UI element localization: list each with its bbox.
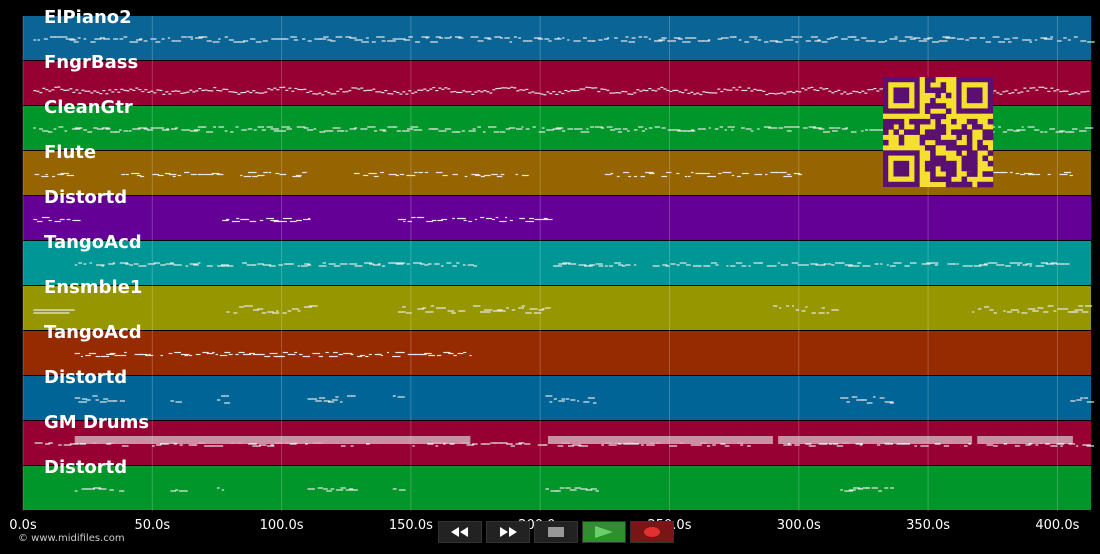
track-name: Distortd — [44, 367, 127, 388]
track-name: Distortd — [44, 457, 127, 478]
stop-button[interactable] — [534, 521, 578, 543]
track-name: FngrBass — [44, 52, 138, 73]
qr-code-icon — [883, 77, 994, 188]
record-button[interactable] — [630, 521, 674, 543]
note-layer — [33, 36, 1095, 492]
track-notes — [33, 216, 553, 223]
track-lane — [23, 286, 1091, 330]
play-icon — [595, 526, 613, 538]
record-icon — [644, 527, 660, 537]
track-notes — [74, 395, 1095, 404]
tick-label: 150.0s — [389, 518, 433, 533]
track-name: Distortd — [44, 187, 127, 208]
rewind-button[interactable] — [438, 521, 482, 543]
tick-label: 400.0s — [1035, 518, 1079, 533]
track-notes — [34, 436, 1095, 447]
tick-label: 50.0s — [134, 518, 170, 533]
transport-controls — [438, 521, 674, 543]
track-notes — [33, 36, 1095, 43]
tick-label: 300.0s — [777, 518, 821, 533]
track-notes — [74, 262, 1070, 267]
track-name: ElPiano2 — [44, 7, 132, 28]
track-name: Flute — [44, 142, 96, 163]
track-notes — [33, 126, 1094, 133]
rewind-icon — [451, 527, 468, 537]
copyright-text: © www.midifiles.com — [18, 533, 125, 544]
tick-label: 350.0s — [906, 518, 950, 533]
track-notes — [33, 305, 1093, 314]
track-lane — [23, 331, 1091, 375]
track-name: TangoAcd — [44, 232, 142, 253]
track-lane — [23, 196, 1091, 240]
track-name: GM Drums — [44, 412, 149, 433]
track-name: TangoAcd — [44, 322, 142, 343]
play-button[interactable] — [582, 521, 626, 543]
fast-forward-button[interactable] — [486, 521, 530, 543]
tick-label: 100.0s — [260, 518, 304, 533]
track-names: ElPiano2 FngrBass CleanGtr Flute Distortd Tan… — [44, 7, 149, 478]
stop-icon — [548, 527, 564, 537]
track-notes — [74, 351, 472, 358]
track-notes — [74, 487, 894, 492]
track-name: Ensmble1 — [44, 277, 142, 298]
track-name: CleanGtr — [44, 97, 133, 118]
tick-label: 0.0s — [9, 518, 37, 533]
gridlines — [22, 16, 1058, 511]
track-lane — [23, 376, 1091, 420]
fast-forward-icon — [500, 527, 517, 537]
track-lane — [23, 466, 1091, 510]
